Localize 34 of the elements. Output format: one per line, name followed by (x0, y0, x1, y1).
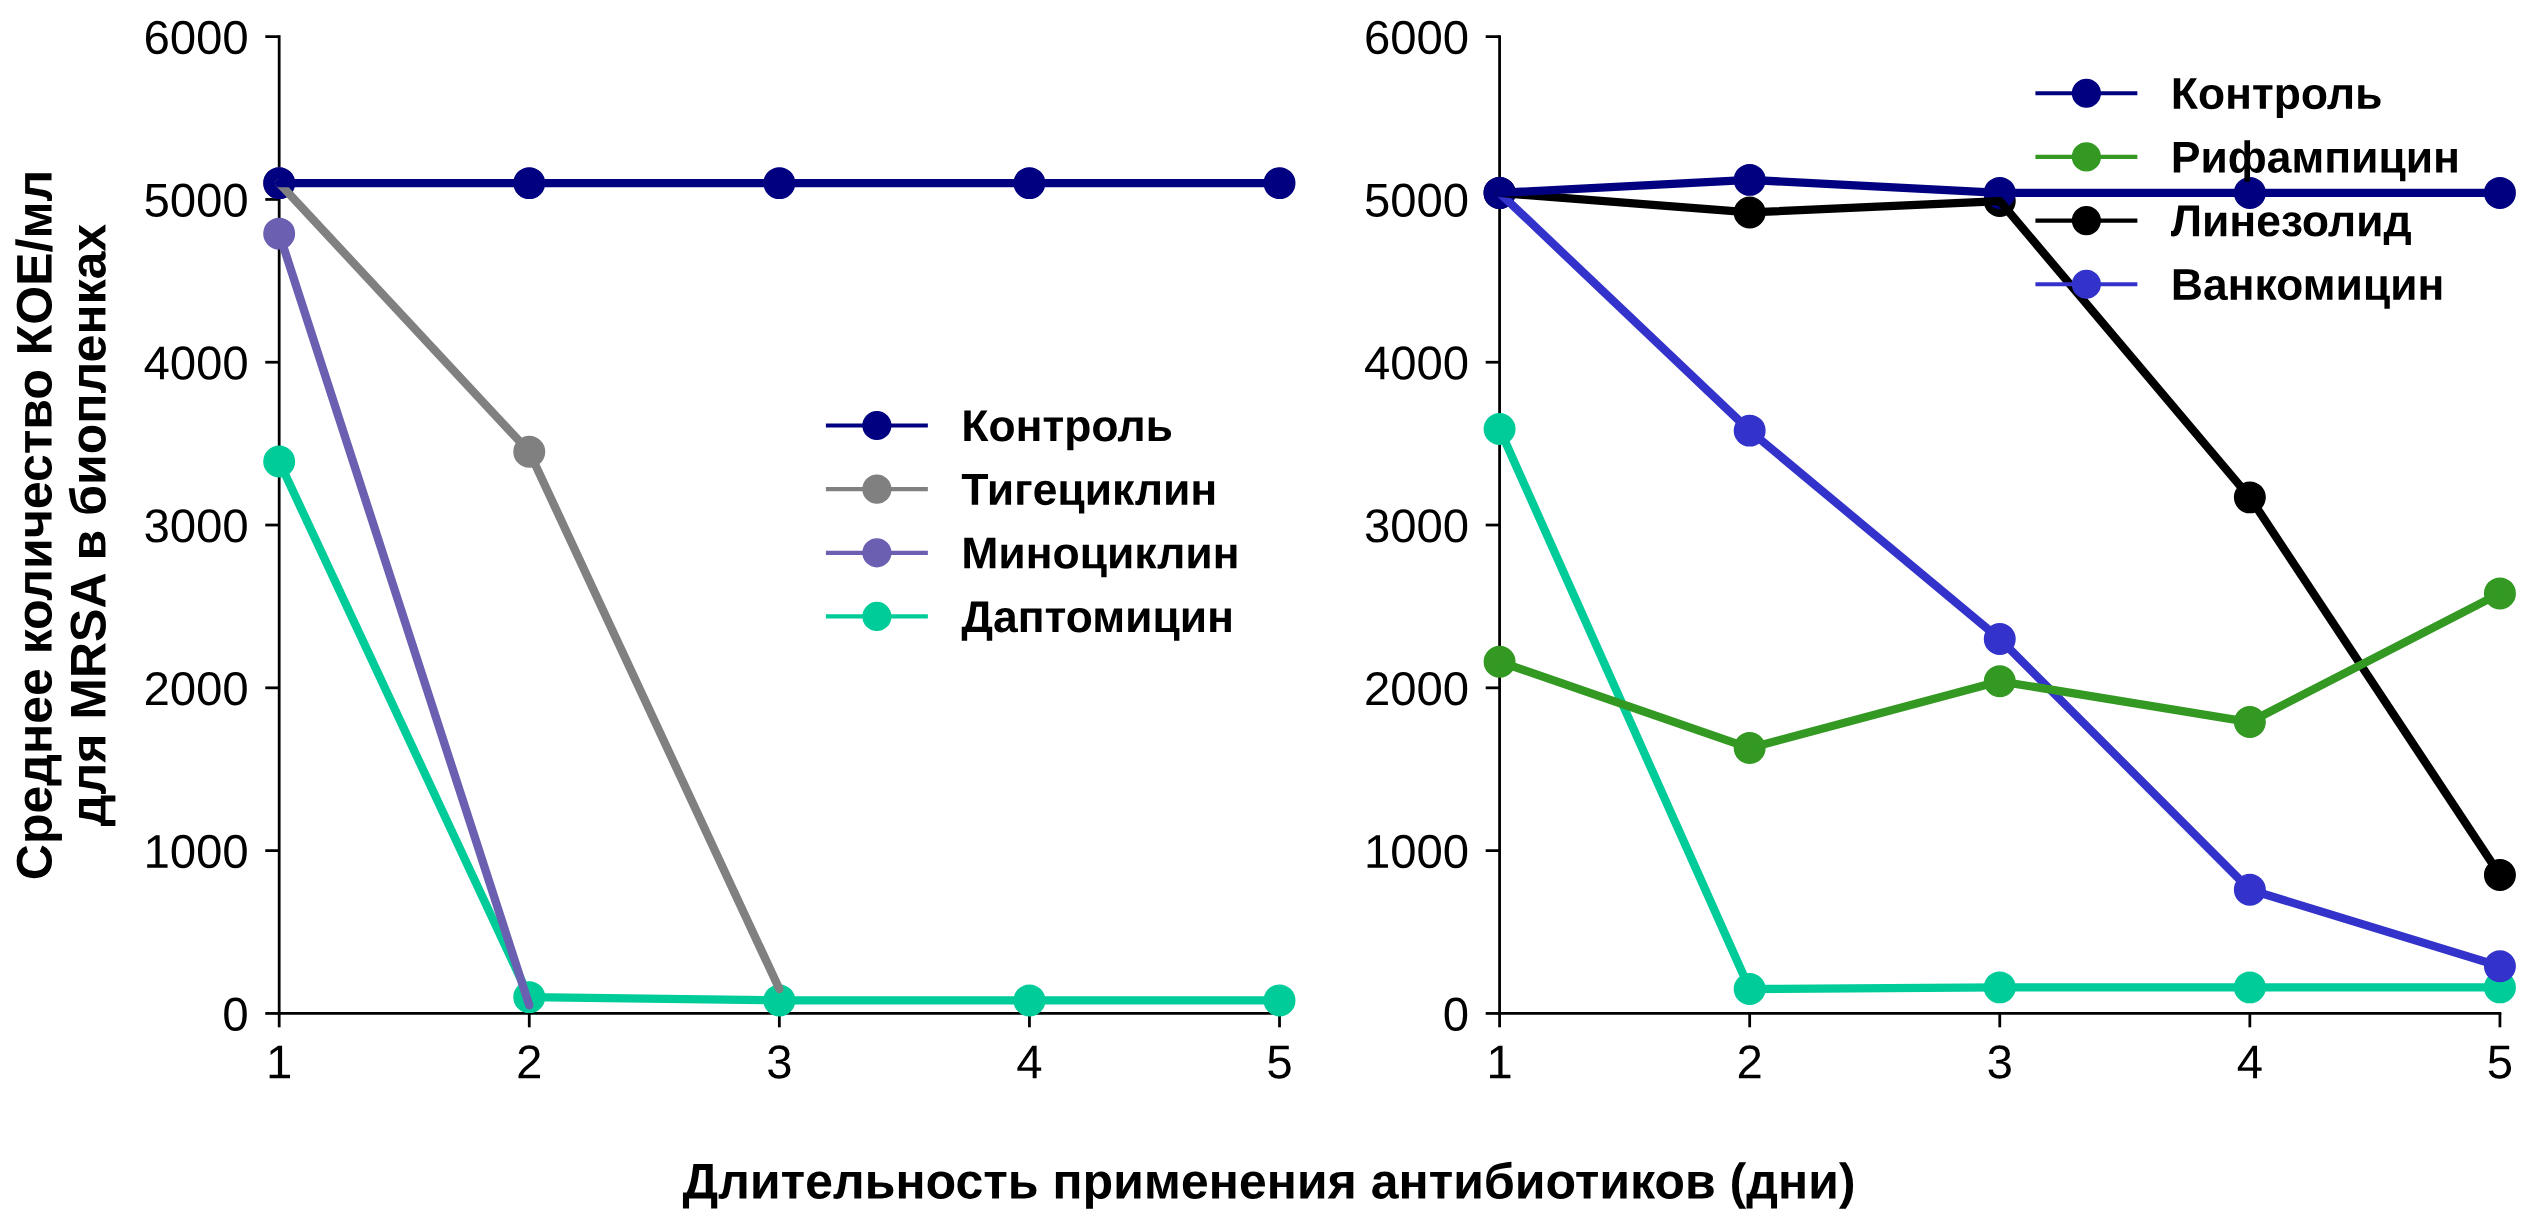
y-tick-label: 0 (1444, 997, 1468, 1032)
legend-label: Контроль (2173, 78, 2381, 119)
x-tick-label: 3 (768, 1045, 791, 1079)
y-tick-label: 1000 (147, 834, 247, 869)
y-tick-label: 4000 (144, 346, 247, 380)
y-axis-title: Среднее количество КОЕ/мл для MRSA в биопленках (15, 173, 116, 879)
y-tick-label: 2000 (1366, 671, 1468, 706)
legend-label: Тигециклин (961, 474, 1215, 514)
legend-label: Рифампицин (2173, 140, 2457, 182)
legend-label: Миноциклин (964, 537, 1237, 578)
y-tick-label: 6000 (1366, 20, 1468, 55)
y-tick-label: 4000 (1365, 346, 1468, 380)
y-tick-label: 6000 (145, 20, 247, 55)
y-tick-label: 0 (224, 997, 247, 1032)
y-tick-label: 5000 (145, 183, 247, 218)
legend-label: Контроль (964, 410, 1172, 451)
x-tick-label: 2 (518, 1045, 541, 1079)
x-tick-label: 4 (2237, 1045, 2262, 1079)
x-tick-label: 4 (1017, 1045, 1042, 1079)
x-axis-title: Длительность применения антибиотиков (дни) (682, 1161, 1854, 1209)
x-tick-label: 2 (1738, 1045, 1761, 1079)
y-tick-label: 3000 (1365, 509, 1468, 543)
x-tick-label: 1 (269, 1045, 291, 1079)
y-tick-label: 3000 (145, 509, 247, 543)
x-tick-label: 3 (1988, 1045, 2011, 1079)
y-tick-label: 2000 (145, 671, 247, 706)
x-tick-label: 5 (2488, 1045, 2512, 1079)
legend-label: Линезолид (2171, 205, 2411, 245)
x-tick-label: 5 (1268, 1045, 1291, 1079)
legend-label: Ванкомицин (2173, 269, 2442, 309)
y-tick-label: 5000 (1365, 183, 1468, 218)
x-tick-label: 1 (1490, 1045, 1511, 1079)
legend-label: Даптомицин (961, 601, 1231, 641)
y-tick-label: 1000 (1367, 834, 1468, 869)
